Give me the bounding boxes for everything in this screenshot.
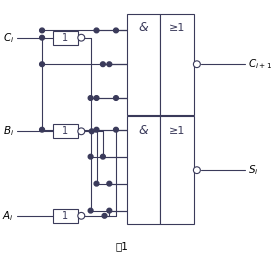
Circle shape: [94, 28, 99, 33]
Circle shape: [40, 35, 44, 40]
Circle shape: [94, 96, 99, 100]
Circle shape: [89, 129, 94, 134]
Bar: [127, 14, 160, 115]
Circle shape: [114, 96, 118, 100]
Circle shape: [107, 208, 112, 213]
Text: 图1: 图1: [116, 241, 129, 251]
Circle shape: [88, 96, 93, 100]
Circle shape: [193, 61, 200, 68]
Bar: [53, 31, 78, 45]
Text: $B_i$: $B_i$: [3, 124, 14, 138]
Circle shape: [78, 128, 85, 135]
Circle shape: [100, 62, 105, 67]
Text: &: &: [139, 21, 148, 34]
Text: 1: 1: [62, 211, 68, 221]
Circle shape: [107, 181, 112, 186]
Circle shape: [114, 28, 118, 33]
Circle shape: [40, 28, 44, 33]
Circle shape: [88, 154, 93, 159]
Text: $A_i$: $A_i$: [2, 209, 14, 223]
Bar: [160, 14, 194, 115]
Circle shape: [102, 213, 107, 218]
Text: 1: 1: [62, 33, 68, 43]
Circle shape: [107, 62, 112, 67]
Text: ≥1: ≥1: [169, 126, 185, 135]
Text: 1: 1: [62, 126, 68, 136]
Text: $C_i$: $C_i$: [3, 31, 14, 45]
Circle shape: [114, 127, 118, 132]
Circle shape: [78, 34, 85, 41]
Text: &: &: [139, 124, 148, 137]
Circle shape: [78, 212, 85, 219]
Bar: [127, 116, 160, 224]
Circle shape: [40, 62, 44, 67]
Bar: [53, 124, 78, 138]
Circle shape: [40, 127, 44, 132]
Circle shape: [88, 208, 93, 213]
Circle shape: [100, 154, 105, 159]
Circle shape: [94, 127, 99, 132]
Bar: [160, 116, 194, 224]
Text: $C_{i+1}$: $C_{i+1}$: [248, 57, 272, 71]
Circle shape: [193, 167, 200, 174]
Bar: [53, 209, 78, 223]
Circle shape: [94, 181, 99, 186]
Text: ≥1: ≥1: [169, 23, 185, 33]
Text: $S_i$: $S_i$: [248, 163, 258, 177]
